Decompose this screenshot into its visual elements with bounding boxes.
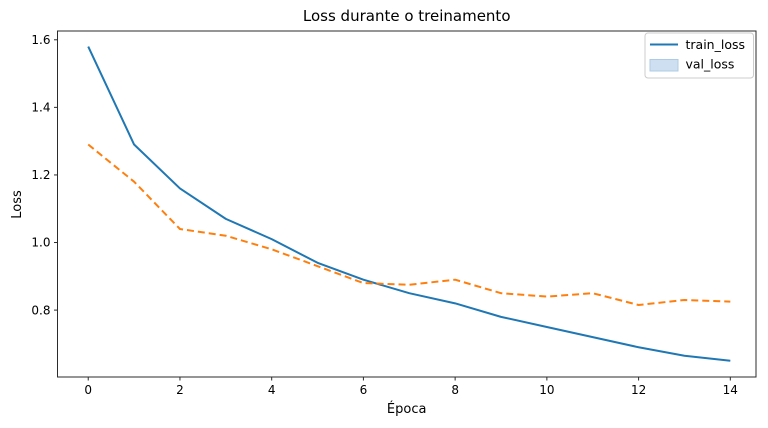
x-tick-label: 2 (176, 383, 184, 397)
y-axis-label: Loss (10, 190, 25, 219)
y-tick-label: 1.2 (31, 168, 50, 182)
x-tick-label: 8 (451, 383, 459, 397)
series-lines (87, 46, 731, 362)
y-tick-label: 1.6 (31, 33, 50, 47)
legend-train-loss-label: train_loss (686, 37, 746, 52)
x-axis-ticks: 0 2 4 6 8 10 12 14 (84, 377, 738, 397)
plot-area-border (57, 30, 757, 378)
x-tick-label: 10 (539, 383, 554, 397)
y-axis-ticks: 0.8 1.0 1.2 1.4 1.6 (31, 33, 58, 317)
chart-title: Loss durante o treinamento (303, 7, 511, 25)
val_loss-line (87, 143, 731, 307)
legend-val-loss-patch-swatch (649, 59, 679, 72)
y-tick-label: 1.4 (31, 101, 50, 115)
x-tick-label: 0 (84, 383, 92, 397)
legend: train_loss val_loss (644, 32, 754, 79)
y-tick-label: 0.8 (31, 303, 50, 317)
x-tick-label: 12 (631, 383, 646, 397)
train_loss-line (87, 46, 731, 362)
x-axis-label: Época (387, 401, 427, 417)
y-tick-label: 1.0 (31, 236, 50, 250)
x-tick-label: 14 (723, 383, 738, 397)
x-tick-label: 6 (360, 383, 368, 397)
x-tick-label: 4 (268, 383, 276, 397)
legend-val-loss-label: val_loss (686, 57, 735, 72)
